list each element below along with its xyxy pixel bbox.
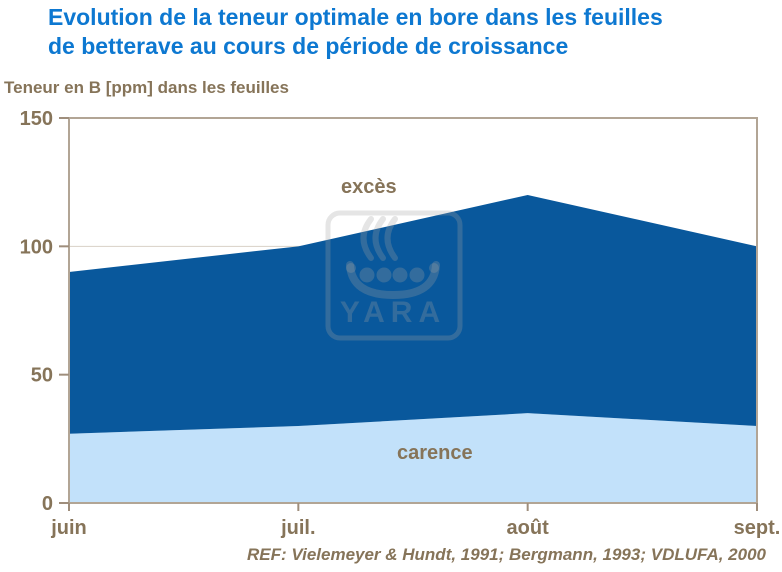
carence-zone-label: carence bbox=[397, 442, 473, 464]
exces-zone-label: excès bbox=[341, 176, 397, 198]
ship-sail-arc-icon bbox=[360, 216, 374, 261]
ship-shield-icon bbox=[392, 267, 408, 283]
ship-hull-icon bbox=[346, 261, 440, 300]
ship-sail-arc-icon bbox=[372, 216, 386, 261]
page-title: Evolution de la teneur optimale en bore … bbox=[48, 3, 663, 61]
svg-text:juin: juin bbox=[50, 517, 87, 539]
svg-text:50: 50 bbox=[31, 365, 53, 387]
ship-prow-curl-icon bbox=[429, 263, 439, 273]
ship-shield-icon bbox=[409, 267, 425, 283]
yara-watermark-logo: YARA bbox=[325, 210, 463, 341]
svg-text:juil.: juil. bbox=[280, 517, 315, 539]
svg-text:150: 150 bbox=[20, 108, 53, 130]
ship-shield-icon bbox=[359, 267, 375, 283]
ship-sail-arc-icon bbox=[384, 216, 398, 261]
ship-shield-icon bbox=[376, 267, 392, 283]
yara-watermark-text: YARA bbox=[340, 296, 446, 329]
page-title-line1: Evolution de la teneur optimale en bore … bbox=[48, 4, 663, 30]
reference-citation: REF: Vielemeyer & Hundt, 1991; Bergmann,… bbox=[247, 545, 766, 564]
ship-prow-curl-icon bbox=[346, 263, 356, 273]
y-axis-title: Teneur en B [ppm] dans les feuilles bbox=[4, 78, 289, 97]
svg-text:100: 100 bbox=[20, 236, 53, 258]
page-title-line2: de betterave au cours de période de croi… bbox=[48, 33, 569, 59]
watermark-frame bbox=[325, 210, 463, 341]
svg-text:sept.: sept. bbox=[734, 517, 781, 539]
svg-text:août: août bbox=[507, 517, 550, 539]
svg-text:0: 0 bbox=[42, 493, 53, 515]
chart-generated-layer: 0 50 100 150 juin juil. août sept. bbox=[20, 108, 781, 539]
